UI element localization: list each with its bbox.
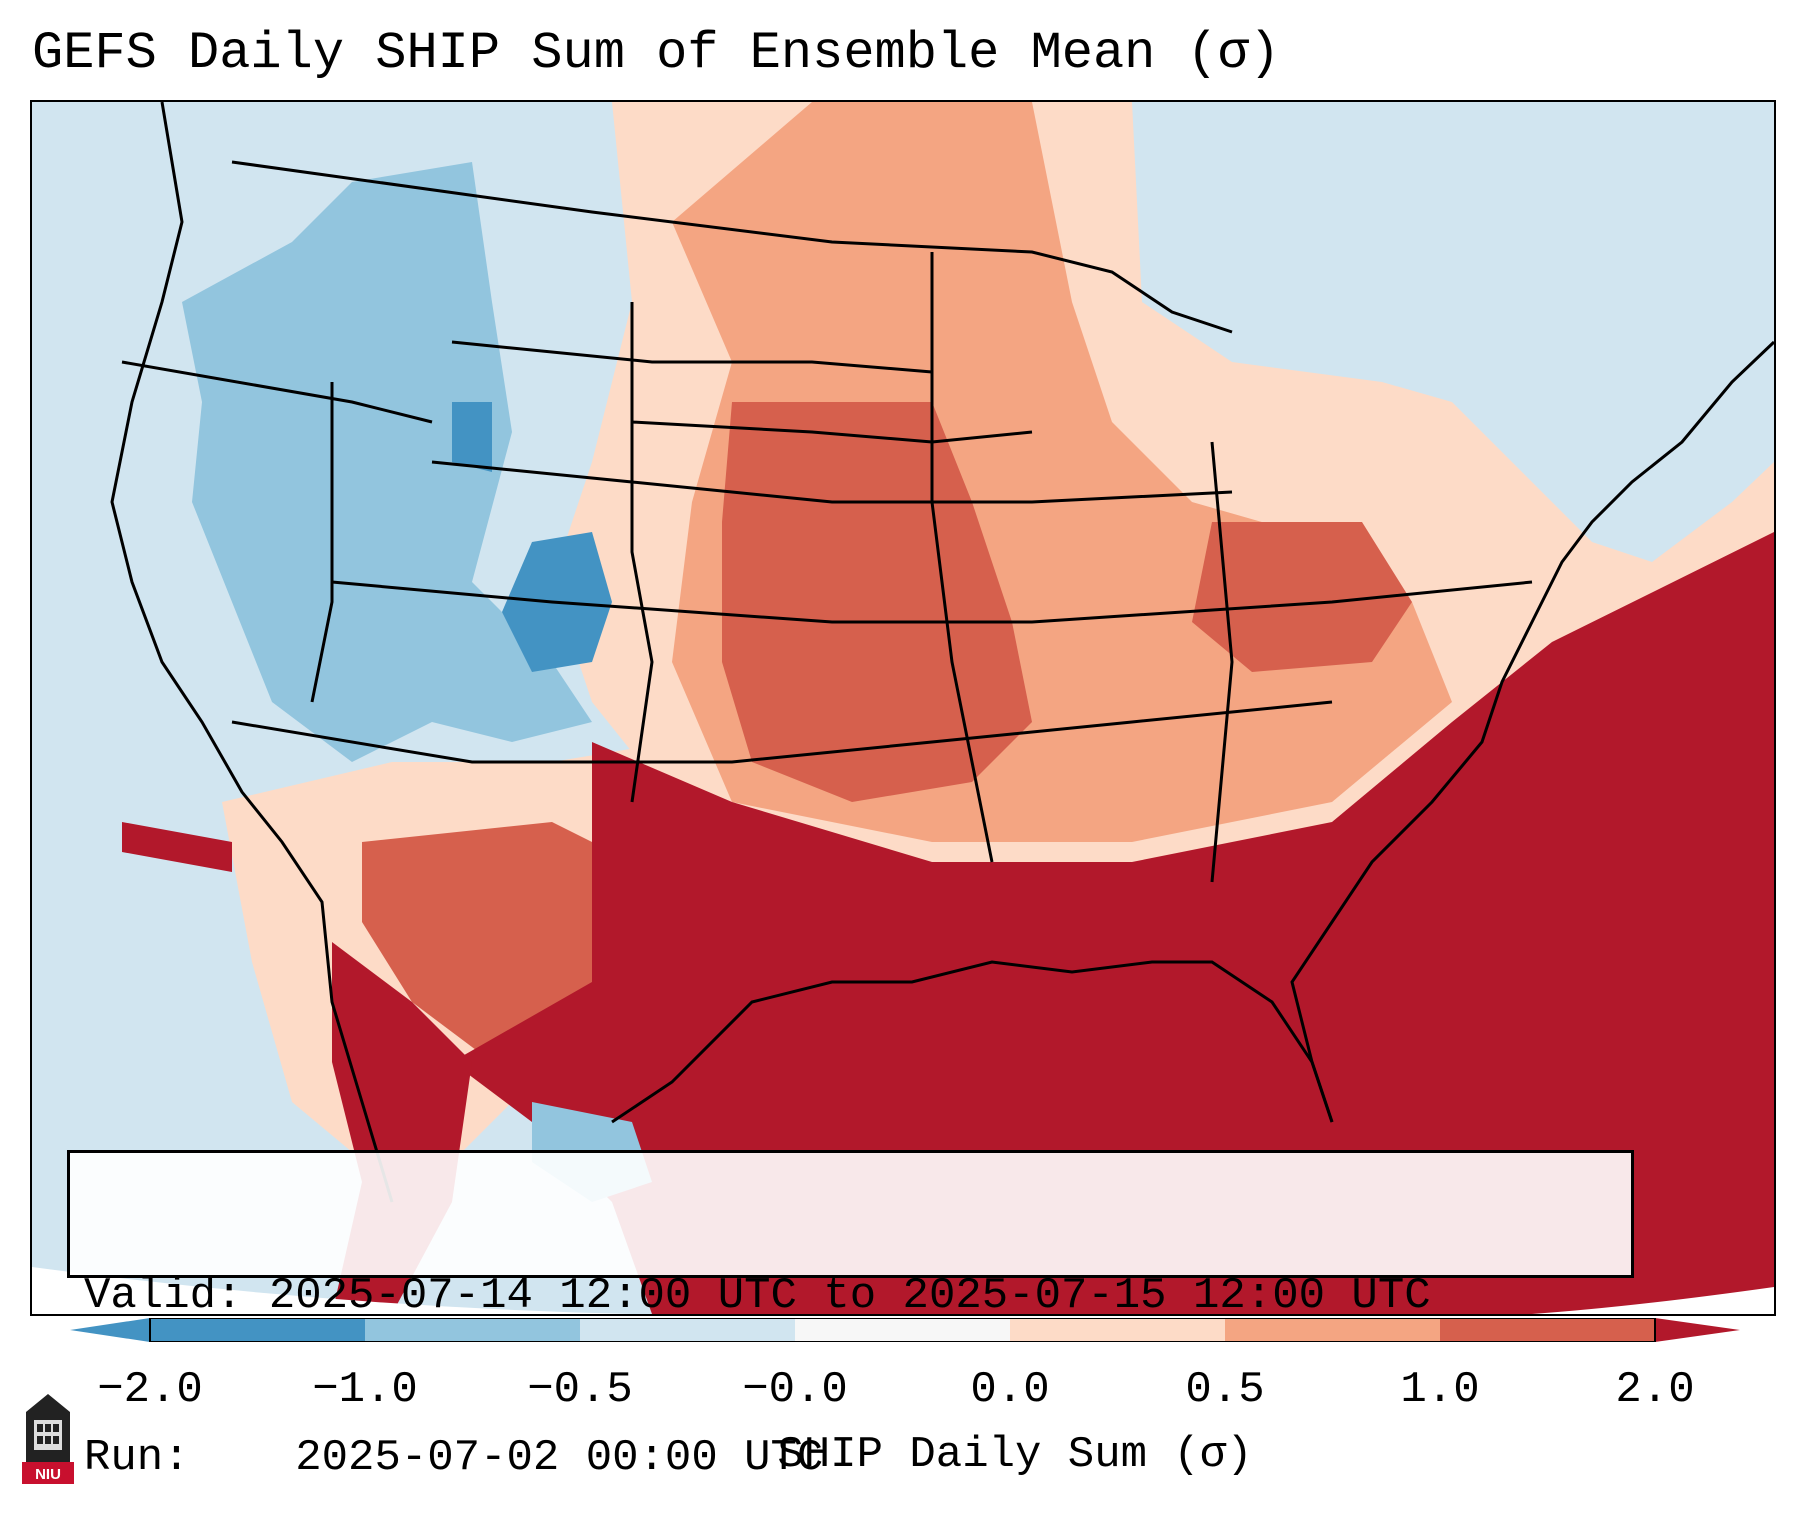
projection-edge-bottom-left: [32, 1267, 632, 1314]
colorbar-segment-3: [795, 1318, 1010, 1342]
interior-line-2: [451, 340, 933, 374]
colorbar-segment-5: [1225, 1318, 1440, 1342]
colorbar-tick-7: 2.0: [1615, 1365, 1695, 1415]
interior-line-10: [1210, 441, 1234, 883]
colorbar-left-arrow: [70, 1318, 150, 1342]
colorbar-segment-6: [1440, 1318, 1655, 1342]
colorbar-tick-4: 0.0: [970, 1365, 1050, 1415]
field-extreme-south: [452, 532, 1774, 1314]
colorbar-segment-2: [580, 1318, 795, 1342]
canada-border-line: [231, 160, 1233, 334]
field-very-high-ohio: [1192, 522, 1412, 672]
map-svg: [32, 102, 1774, 1314]
colorbar-tick-2: −0.5: [527, 1365, 633, 1415]
valid-label: Valid:: [84, 1271, 243, 1321]
colorbar-tick-6: 1.0: [1400, 1365, 1480, 1415]
niu-logo: NIU: [22, 1394, 74, 1484]
niu-logo-text: NIU: [35, 1466, 61, 1483]
interior-line-7: [310, 382, 334, 703]
field-very-low-wyoming: [452, 402, 492, 472]
interior-line-9: [930, 252, 994, 863]
valid-value: 2025-07-14 12:00 UTC to 2025-07-15 12:00…: [268, 1271, 1431, 1321]
colorbar-segment-1: [365, 1318, 580, 1342]
gulf-coast-line: [611, 960, 1334, 1124]
colorbar-tick-5: 0.5: [1185, 1365, 1265, 1415]
interior-line-4: [431, 460, 1233, 504]
interior-line-8: [630, 302, 654, 803]
colorbar-tick-3: −0.0: [742, 1365, 848, 1415]
field-extreme-baja: [122, 822, 232, 872]
colorbar-right-arrow: [1655, 1318, 1740, 1342]
interior-line-6: [231, 700, 1333, 764]
state-boundaries: [110, 102, 1774, 1203]
projection-edge-bottom-right: [1532, 1287, 1774, 1314]
field-low-northwest: [182, 162, 592, 762]
chart-title: GEFS Daily SHIP Sum of Ensemble Mean (σ): [32, 24, 1281, 83]
colorbar-label: SHIP Daily Sum (σ): [777, 1430, 1253, 1480]
valid-row: Valid: 2025-07-14 12:00 UTC to 2025-07-1…: [84, 1269, 1617, 1323]
east-coast-line: [1290, 340, 1774, 1123]
run-value: 2025-07-02 00:00 UTC: [295, 1433, 824, 1483]
colorbar-segment-0: [150, 1318, 365, 1342]
interior-line-1: [121, 360, 433, 424]
colorbar: [70, 1318, 1740, 1342]
map-panel: [30, 100, 1776, 1316]
interior-line-5: [331, 580, 1533, 624]
colorbar-segment-4: [1010, 1318, 1225, 1342]
colorbar-tick-0: −2.0: [97, 1365, 203, 1415]
run-label: Run:: [84, 1433, 190, 1483]
info-box: Valid: 2025-07-14 12:00 UTC to 2025-07-1…: [67, 1150, 1634, 1483]
run-row: Run: 2025-07-02 00:00 UTC: [84, 1431, 1617, 1485]
west-coast-line: [110, 102, 394, 1203]
colorbar-tick-1: −1.0: [312, 1365, 418, 1415]
colorbar-outline: [149, 1318, 1656, 1342]
interior-line-3: [631, 420, 1033, 444]
